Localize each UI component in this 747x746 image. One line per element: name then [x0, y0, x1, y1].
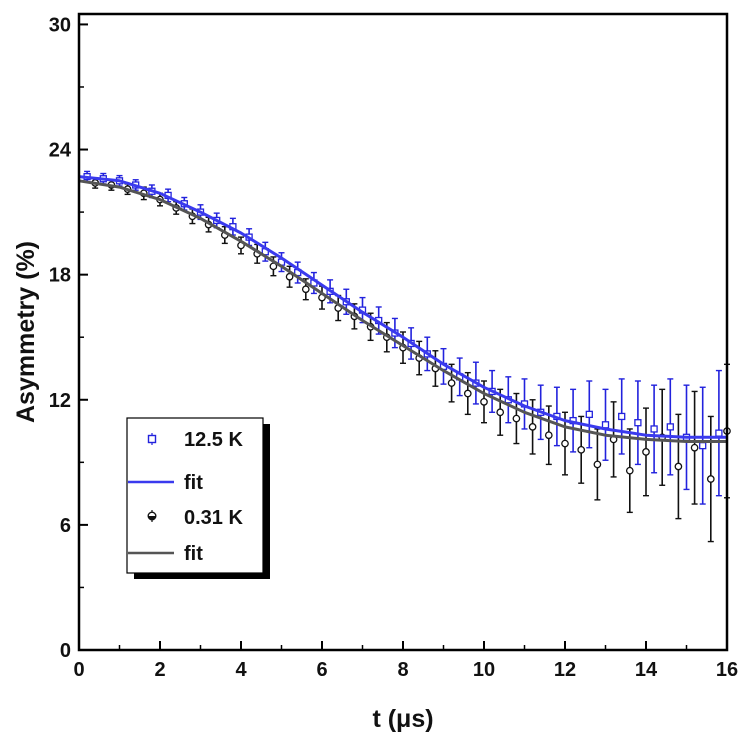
legend: 12.5 K fit 0.31 K fit [126, 417, 270, 579]
data-point [544, 431, 553, 440]
data-point [593, 460, 602, 469]
data-point [528, 423, 537, 431]
data-point [625, 466, 634, 475]
data-point [650, 425, 658, 433]
data-point [577, 445, 586, 454]
data-point [561, 439, 569, 448]
data-point [706, 475, 715, 483]
y-tick-label: 30 [49, 14, 71, 36]
x-tick-label: 14 [635, 659, 658, 681]
legend-label-0-31k: 0.31 K [184, 507, 243, 529]
x-tick-label: 8 [397, 659, 408, 681]
series-3 [78, 179, 727, 443]
data-point [496, 408, 505, 417]
data-point [666, 423, 674, 431]
plot-area [78, 170, 731, 543]
x-tick-label: 4 [235, 659, 247, 681]
legend-label-fit-gray: fit [184, 543, 203, 565]
data-point [269, 262, 278, 271]
y-tick-label: 6 [60, 515, 71, 537]
data-point [674, 462, 683, 471]
x-tick-label: 6 [316, 659, 327, 681]
data-point [715, 429, 723, 437]
x-tick-label: 2 [154, 659, 165, 681]
data-point [634, 419, 642, 427]
data-point [301, 285, 310, 294]
y-tick-label: 0 [60, 640, 71, 662]
y-tick-label: 18 [49, 265, 71, 287]
data-point [618, 412, 626, 421]
legend-marker-12-5k [147, 433, 157, 445]
data-point [480, 398, 488, 406]
data-point [285, 272, 294, 281]
legend-box [126, 417, 264, 574]
x-tick-label: 12 [554, 659, 576, 681]
data-point [585, 410, 593, 419]
legend-label-fit-blue: fit [184, 472, 203, 494]
data-point [512, 414, 521, 423]
x-tick-label: 0 [73, 659, 84, 681]
data-point [699, 441, 707, 450]
legend-marker-0-31k [147, 510, 157, 522]
y-tick-label: 24 [49, 140, 72, 162]
fit-line [78, 175, 727, 439]
data-point [601, 421, 610, 429]
data-point [447, 379, 456, 387]
data-point [463, 389, 472, 398]
fit-line [78, 179, 727, 443]
x-axis-title: t (μs) [372, 705, 433, 733]
x-tick-label: 16 [716, 659, 738, 681]
legend-label-12-5k: 12.5 K [184, 429, 243, 451]
data-point [690, 443, 699, 452]
data-point [642, 448, 650, 456]
x-tick-label: 10 [473, 659, 495, 681]
y-axis-title: Asymmetry (%) [12, 241, 40, 423]
y-tick-label: 12 [49, 390, 71, 412]
series-1 [78, 175, 727, 439]
